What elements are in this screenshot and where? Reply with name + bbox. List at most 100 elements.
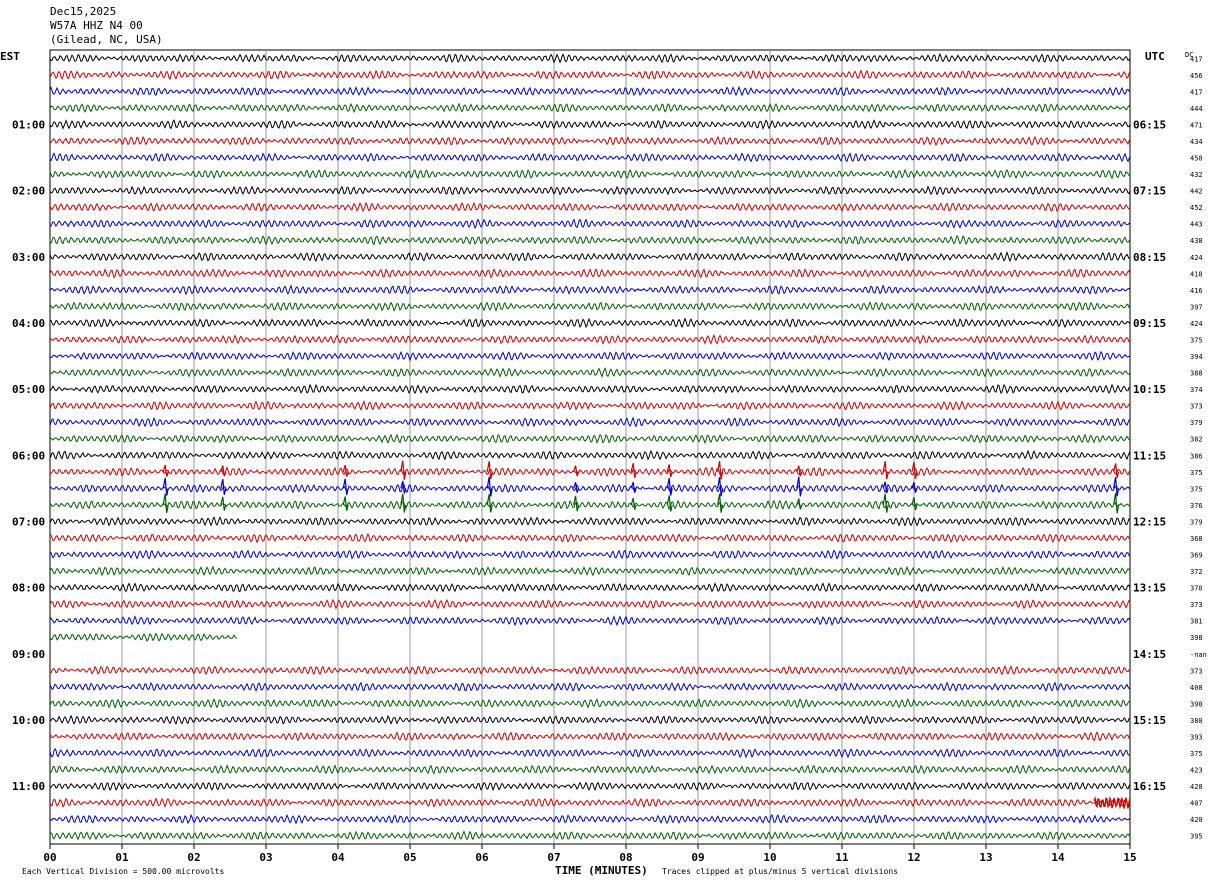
event-spike xyxy=(486,461,493,480)
left-hour-label: 03:00 xyxy=(12,251,45,264)
seismic-trace xyxy=(49,300,1131,313)
dc-offset-label: 375 xyxy=(1190,485,1203,493)
dc-offset-label: 373 xyxy=(1190,667,1203,675)
event-spike xyxy=(882,481,889,494)
x-tick-label: 10 xyxy=(763,851,776,864)
seismic-trace xyxy=(49,399,1131,412)
dc-offset-label: 417 xyxy=(1190,55,1203,63)
event-spike xyxy=(911,481,918,493)
right-hour-label: 07:15 xyxy=(1133,185,1166,198)
dc-offset-label: 368 xyxy=(1190,535,1203,543)
seismic-trace xyxy=(49,499,1131,511)
dc-offset-label: 416 xyxy=(1190,287,1203,295)
seismic-trace xyxy=(49,731,1131,742)
event-spike xyxy=(342,496,349,511)
seismic-trace xyxy=(49,433,1131,445)
right-hour-label: 15:15 xyxy=(1133,714,1166,727)
left-timezone-label: EST xyxy=(0,50,20,63)
header-station: W57A HHZ N4 00 xyxy=(50,19,143,32)
event-spike xyxy=(573,465,580,477)
dc-offset-label: 417 xyxy=(1190,88,1203,96)
seismic-trace xyxy=(49,714,1131,725)
event-spike xyxy=(400,460,407,480)
x-tick-label: 12 xyxy=(907,851,920,864)
dc-offset-label: 390 xyxy=(1190,700,1203,708)
plot-frame xyxy=(49,49,1131,845)
right-timezone-label: UTC xyxy=(1145,50,1165,63)
seismic-trace xyxy=(49,185,1131,196)
seismic-trace xyxy=(49,764,1131,775)
event-spike xyxy=(342,464,349,477)
seismic-trace xyxy=(49,102,1131,114)
dc-offset-label: 393 xyxy=(1190,733,1203,741)
x-tick-label: 01 xyxy=(115,851,129,864)
right-hour-label: 12:15 xyxy=(1133,515,1166,528)
right-hour-label: 08:15 xyxy=(1133,251,1166,264)
seismic-trace xyxy=(49,234,1131,246)
dc-offset-label: 375 xyxy=(1190,469,1203,477)
right-hour-label: 13:15 xyxy=(1133,582,1166,595)
event-spike xyxy=(666,477,673,496)
event-spike xyxy=(1113,476,1120,497)
seismic-trace xyxy=(49,781,1131,792)
dc-offset-label: 443 xyxy=(1190,221,1203,229)
seismic-trace xyxy=(49,152,1131,163)
label-group: EST UTC DC Each Vertical Division = 500.… xyxy=(0,50,1207,877)
left-hour-label: 02:00 xyxy=(12,185,45,198)
seismic-trace xyxy=(49,747,1131,759)
seismic-trace xyxy=(49,250,1131,263)
event-spike xyxy=(666,495,673,512)
dc-offset-label: -nan xyxy=(1190,651,1207,659)
seismic-trace xyxy=(49,466,1131,478)
dc-offset-label: 374 xyxy=(1190,386,1203,394)
event-spike xyxy=(1113,463,1120,478)
event-spike xyxy=(796,465,803,477)
seismic-trace xyxy=(49,516,1131,527)
event-spike xyxy=(796,498,803,510)
dc-offset-label: 375 xyxy=(1190,750,1203,758)
header-date: Dec15,2025 xyxy=(50,5,117,18)
seismic-trace xyxy=(49,697,1131,710)
seismic-trace xyxy=(49,135,1131,147)
dc-offset-label: 456 xyxy=(1190,72,1203,80)
x-tick-label: 11 xyxy=(835,851,849,864)
seismic-trace xyxy=(49,119,1131,130)
right-hour-label: 11:15 xyxy=(1133,449,1166,462)
dc-offset-label: 373 xyxy=(1190,601,1203,609)
event-spike xyxy=(911,497,918,511)
dc-offset-label: 442 xyxy=(1190,188,1203,196)
event-spike xyxy=(630,463,637,479)
dc-offset-label: 450 xyxy=(1190,155,1203,163)
event-spike xyxy=(220,478,227,495)
left-hour-label: 04:00 xyxy=(12,317,45,330)
event-spike xyxy=(717,477,724,497)
right-hour-label: 10:15 xyxy=(1133,383,1166,396)
event-spike xyxy=(630,482,637,493)
event-spike xyxy=(162,464,169,477)
event-spike xyxy=(573,481,580,493)
dc-offset-label: 369 xyxy=(1190,552,1203,560)
seismic-trace xyxy=(49,350,1131,362)
dc-offset-label: 380 xyxy=(1190,717,1203,725)
left-hour-label: 05:00 xyxy=(12,383,45,396)
seismic-trace xyxy=(49,85,1131,97)
dc-offset-label: 444 xyxy=(1190,105,1203,113)
event-spike xyxy=(486,493,493,513)
seismic-trace xyxy=(49,52,1131,64)
dc-header-label: DC xyxy=(1185,51,1193,59)
seismic-trace xyxy=(49,582,1131,593)
left-hour-label: 07:00 xyxy=(12,515,45,528)
event-spike xyxy=(400,493,407,513)
seismic-trace xyxy=(49,598,1131,610)
seismic-trace xyxy=(49,449,1131,461)
seismic-trace xyxy=(49,813,1131,825)
x-tick-label: 00 xyxy=(43,851,56,864)
dc-offset-label: 424 xyxy=(1190,254,1203,262)
dc-offset-label: 373 xyxy=(1190,403,1203,411)
seismic-trace xyxy=(49,681,1131,693)
dc-offset-label: 395 xyxy=(1190,833,1203,841)
event-spike xyxy=(162,477,169,496)
dc-offset-label: 386 xyxy=(1190,452,1203,460)
seismic-trace xyxy=(49,317,1131,329)
seismic-trace xyxy=(49,664,1131,676)
